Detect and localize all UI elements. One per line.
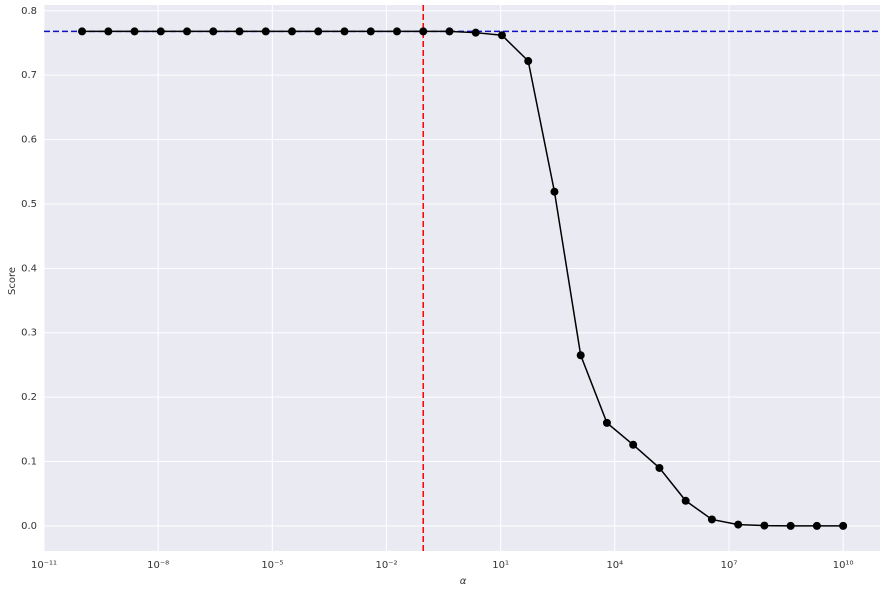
point <box>156 27 165 36</box>
x-tick-label: 10⁷ <box>721 560 738 571</box>
y-tick-label: 0.5 <box>21 199 37 210</box>
point <box>235 27 244 36</box>
point <box>681 496 690 505</box>
y-tick-label: 0.8 <box>21 6 37 17</box>
y-tick-label: 0.4 <box>21 263 37 274</box>
x-tick-label: 10⁻¹¹ <box>31 560 57 571</box>
point <box>340 27 349 36</box>
point <box>78 27 87 36</box>
y-tick-label: 0.0 <box>21 521 37 532</box>
plot-area <box>44 5 880 551</box>
point <box>786 521 795 530</box>
x-tick-label: 10¹⁰ <box>833 560 854 571</box>
x-tick-label: 10⁻⁵ <box>261 560 283 571</box>
y-axis-label: Score <box>7 267 18 295</box>
x-tick-label: 10⁴ <box>606 560 623 571</box>
point <box>839 521 848 530</box>
point <box>104 27 113 36</box>
point <box>419 27 428 36</box>
y-tick-label: 0.7 <box>21 70 37 81</box>
point <box>130 27 139 36</box>
point <box>261 27 270 36</box>
point <box>812 521 821 530</box>
y-tick-label: 0.2 <box>21 392 37 403</box>
x-axis-label: α <box>460 576 467 587</box>
point <box>366 27 375 36</box>
point <box>183 27 192 36</box>
y-tick-label: 0.3 <box>21 328 37 339</box>
point <box>288 27 297 36</box>
y-tick-label: 0.6 <box>21 135 37 146</box>
point <box>445 27 454 36</box>
point <box>314 27 323 36</box>
point <box>550 187 559 196</box>
point <box>471 28 480 37</box>
point <box>497 31 506 40</box>
point <box>655 463 664 472</box>
point <box>576 351 585 360</box>
point <box>209 27 218 36</box>
point <box>602 418 611 427</box>
point <box>629 440 638 449</box>
point <box>524 57 533 66</box>
point <box>707 515 716 524</box>
line <box>82 30 844 527</box>
x-tick-label: 10⁻² <box>375 560 397 571</box>
point <box>760 521 769 530</box>
point <box>392 27 401 36</box>
x-tick-label: 10¹ <box>492 560 509 571</box>
point <box>734 520 743 529</box>
x-tick-label: 10⁻⁸ <box>147 560 169 571</box>
y-tick-label: 0.1 <box>21 457 37 468</box>
